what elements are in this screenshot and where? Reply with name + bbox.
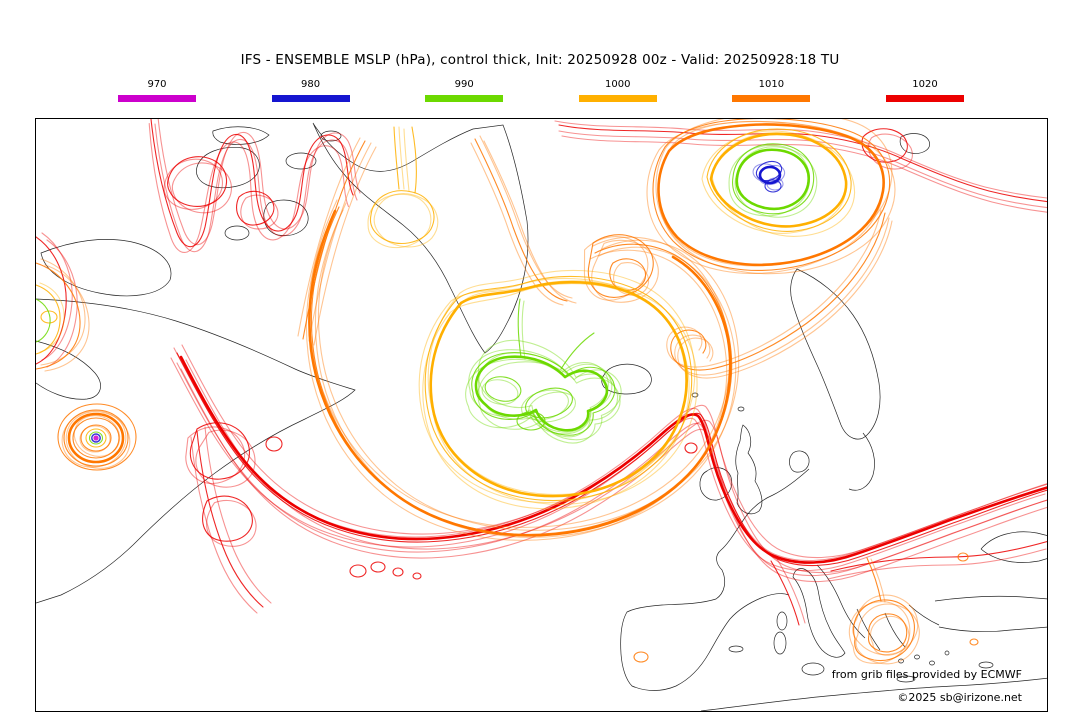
legend-item-1020: 1020 — [885, 79, 964, 102]
coast-italy — [792, 568, 846, 658]
greenland-sea-low-1010-control — [657, 123, 885, 267]
map-frame — [35, 118, 1048, 712]
coast-greenland — [312, 122, 529, 354]
greenland-sea-low-990-control — [735, 148, 810, 211]
legend-swatch-970 — [118, 95, 196, 102]
legend-swatch-980 — [271, 95, 350, 102]
legend-label-1000: 1000 — [605, 79, 631, 90]
legend-item-1010: 1010 — [732, 79, 811, 102]
contours-990hpa — [36, 139, 823, 450]
legend-item-980: 980 — [271, 79, 350, 102]
legend-item-970: 970 — [118, 80, 196, 102]
page-title: IFS - ENSEMBLE MSLP (hPa), control thick… — [240, 52, 840, 68]
coast-iceland — [601, 363, 652, 395]
contours-970hpa — [93, 435, 99, 441]
legend-label-980: 980 — [301, 79, 321, 90]
greenland-sea-low-1000-control — [709, 132, 848, 228]
atlantic-low-1000-control — [429, 280, 688, 498]
atlantic-low-990-control — [474, 355, 609, 432]
footer-copyright: ©2025 sb@irizone.net — [897, 691, 1022, 704]
legend-label-1010: 1010 — [758, 79, 785, 90]
greenland-sea-low-980-control — [758, 165, 782, 185]
legend-item-1000: 1000 — [578, 79, 657, 102]
legend-item-990: 990 — [425, 79, 504, 102]
legend-swatch-1010 — [732, 95, 811, 102]
contours-1020hpa — [36, 119, 1047, 626]
contours-980hpa — [91, 153, 788, 443]
coast-france-iberia — [620, 494, 790, 691]
coast-scandinavia — [790, 268, 881, 440]
legend-label-990: 990 — [454, 79, 474, 90]
tropical-cyclone-core-970 — [93, 435, 99, 441]
contours-1000hpa — [36, 125, 861, 516]
tropical-cyclone-rings-1010 — [56, 403, 137, 476]
legend-label-1020: 1020 — [912, 79, 938, 90]
tropical-cyclone-ring-980 — [91, 433, 101, 443]
tropical-cyclone-ring-990 — [88, 431, 104, 445]
legend-label-970: 970 — [147, 79, 167, 90]
orange-horseshoe-control — [308, 209, 732, 537]
legend-swatch-1000 — [578, 95, 657, 102]
map-image — [36, 119, 1047, 711]
legend-swatch-990 — [425, 95, 504, 102]
contours-1010hpa — [36, 119, 979, 673]
red-band-control — [179, 355, 1047, 564]
footer-credit: from grib files provided by ECMWF — [831, 668, 1022, 681]
coast-north-africa — [700, 677, 1047, 711]
pressure-legend: 970 980 990 1000 1010 1020 — [118, 80, 964, 102]
tropical-cyclone-ring-1000 — [85, 428, 107, 448]
coastlines — [36, 122, 1047, 711]
legend-swatch-1020 — [885, 95, 964, 102]
